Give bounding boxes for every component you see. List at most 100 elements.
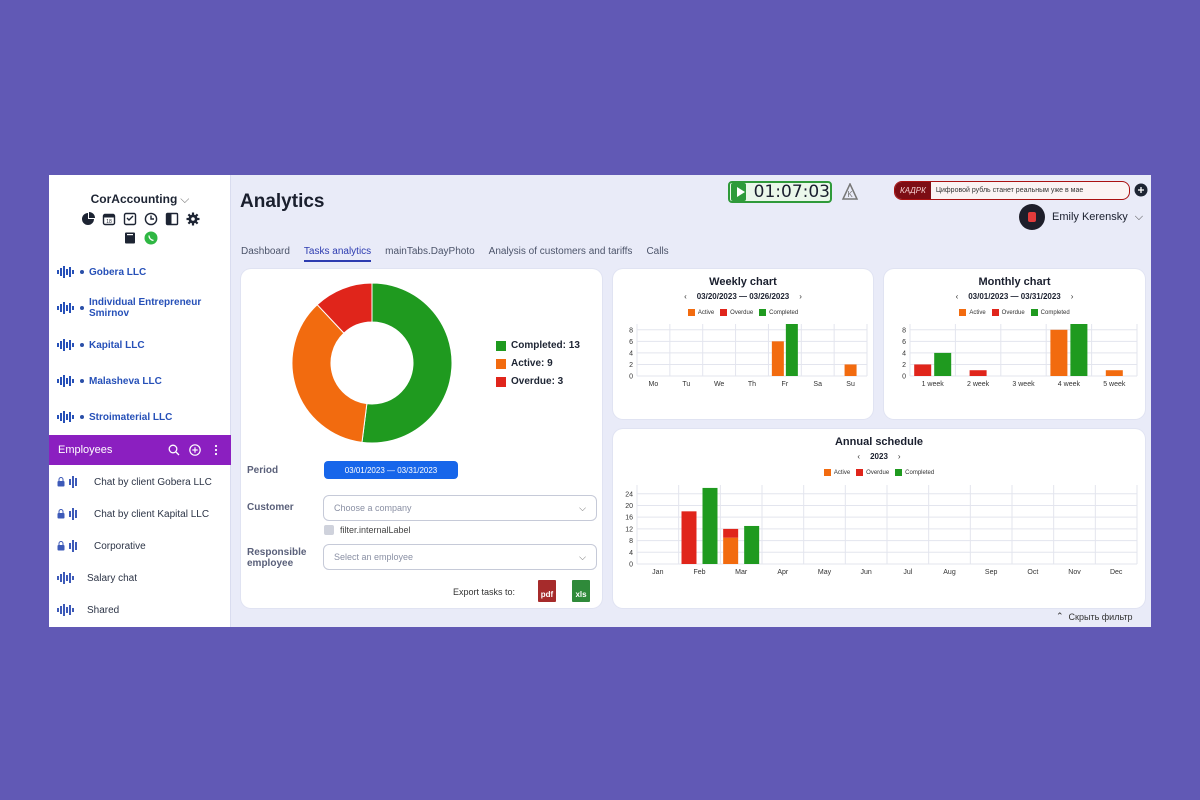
donut-slice-completed — [361, 282, 453, 444]
monthly-chart-title: Monthly chart — [978, 276, 1051, 288]
employees-section-header[interactable]: Employees — [49, 435, 231, 465]
chevron-left-icon[interactable]: ‹ — [684, 292, 687, 301]
clock-icon[interactable] — [144, 212, 158, 226]
y-tick-label: 12 — [625, 526, 633, 533]
chat-name: Corporative — [94, 540, 146, 552]
unread-dot — [80, 415, 84, 419]
client-name: Gobera LLC — [89, 266, 147, 278]
chevron-up-icon: ⌃ — [1056, 611, 1064, 621]
employee-select[interactable]: Select an employee ⌵ — [323, 544, 597, 570]
y-tick-label: 24 — [625, 491, 633, 498]
completed-count: Completed: 13 — [511, 340, 580, 351]
company-switcher[interactable]: CorAccounting ⌵ — [49, 192, 231, 207]
responsible-label: Responsible employee — [247, 547, 306, 569]
add-icon[interactable] — [189, 444, 201, 456]
tab-customers-tariffs[interactable]: Analysis of customers and tariffs — [488, 246, 633, 257]
monthly-range-text: 03/01/2023 — 03/31/2023 — [968, 292, 1061, 301]
y-tick-label: 8 — [629, 538, 633, 545]
legend-completed: Completed — [895, 469, 934, 476]
weekly-chart-panel: Weekly chart ‹ 03/20/2023 — 03/26/2023 › A… — [613, 269, 873, 419]
search-icon[interactable] — [168, 444, 180, 456]
bar-active — [1050, 329, 1068, 376]
legend-completed-label: Completed — [905, 469, 935, 476]
checklist-icon[interactable] — [123, 212, 137, 226]
client-item[interactable]: Stroimaterial LLC — [57, 411, 172, 423]
hide-filter-button[interactable]: ⌃ Скрыть фильтр — [1056, 611, 1133, 622]
y-tick-label: 2 — [902, 362, 906, 369]
chat-item[interactable]: Chat by client Kapital LLC — [57, 508, 209, 520]
chevron-down-icon: ⌵ — [180, 192, 190, 206]
client-item[interactable]: Malasheva LLC — [57, 375, 162, 387]
client-item[interactable]: Kapital LLC — [57, 339, 145, 351]
chevron-left-icon[interactable]: ‹ — [857, 452, 861, 461]
play-icon[interactable] — [731, 183, 746, 201]
y-tick-label: 4 — [629, 550, 633, 557]
page-title: Analytics — [240, 191, 325, 212]
donut-slice-overdue — [316, 282, 373, 334]
weekly-range-text: 03/20/2023 — 03/26/2023 — [696, 292, 790, 301]
chevron-down-icon: ⌵ — [579, 502, 586, 513]
internal-checkbox[interactable]: filter.internalLabel — [324, 525, 411, 535]
k-logo-icon[interactable]: K — [841, 183, 859, 201]
annual-bar-chart: 0 4 8 12 16 20 24 Jan Feb Mar Apr May Jun Jul Aug Sep Oc… — [625, 485, 1138, 576]
chevron-right-icon[interactable]: › — [897, 452, 901, 461]
y-tick-label: 6 — [902, 339, 906, 346]
bar-overdue — [723, 528, 739, 538]
tab-tasks-analytics[interactable]: Tasks analytics — [303, 246, 372, 262]
user-menu[interactable]: Emily Kerensky ⌵ — [1019, 204, 1143, 230]
calendar-icon[interactable]: 18 — [102, 212, 116, 226]
sound-wave-icon — [57, 572, 74, 584]
legend-swatch — [991, 309, 999, 316]
y-tick-label: 20 — [625, 503, 633, 510]
period-picker[interactable]: 03/01/2023 — 03/31/2023 — [324, 461, 458, 479]
chat-item[interactable]: Corporative — [57, 540, 146, 552]
legend-swatch — [496, 358, 506, 369]
x-tick-label: Apr — [777, 569, 789, 576]
export-xls-button[interactable]: xls — [572, 580, 590, 602]
news-ticker[interactable]: КАДРК Цифровой рубль станет реальным уже… — [894, 181, 1130, 200]
whatsapp-icon[interactable] — [144, 231, 158, 245]
book-icon[interactable] — [123, 231, 137, 245]
legend-overdue: Overdue — [856, 469, 889, 476]
bar-completed — [1070, 324, 1088, 376]
chat-name: Salary chat — [87, 572, 138, 584]
chevron-right-icon[interactable]: › — [1070, 292, 1074, 301]
legend-completed-label: Completed — [769, 309, 799, 316]
tab-day-photo[interactable]: mainTabs.DayPhoto — [385, 246, 475, 257]
client-item[interactable]: Individual Entrepreneur Smirnov — [57, 297, 209, 319]
more-vertical-icon[interactable] — [210, 444, 222, 456]
x-tick-label: 4 week — [1058, 381, 1081, 388]
checkbox-box[interactable] — [324, 525, 334, 535]
internal-label: filter.internalLabel — [340, 525, 411, 535]
legend-swatch — [895, 469, 903, 476]
x-tick-label: 1 week — [922, 381, 945, 388]
chevron-down-icon: ⌵ — [1134, 210, 1144, 223]
active-count: Active: 9 — [511, 358, 553, 369]
layout-icon[interactable] — [165, 212, 179, 226]
x-tick-label: Sa — [813, 381, 822, 388]
pie-chart-icon[interactable] — [81, 212, 95, 226]
customer-select[interactable]: Choose a company ⌵ — [323, 495, 597, 521]
employees-label: Employees — [58, 444, 113, 456]
export-pdf-button[interactable]: pdf — [538, 580, 556, 602]
legend-swatch — [959, 309, 967, 316]
client-item[interactable]: Gobera LLC — [57, 266, 146, 278]
legend-completed: Completed: 13 — [496, 340, 580, 351]
chevron-right-icon[interactable]: › — [799, 292, 802, 301]
gear-icon[interactable] — [186, 212, 200, 226]
chat-item[interactable]: Shared — [57, 604, 119, 616]
chat-item[interactable]: Salary chat — [57, 572, 137, 584]
tab-calls[interactable]: Calls — [646, 246, 669, 257]
work-timer[interactable]: 01:07:03 — [728, 181, 832, 203]
tab-dashboard[interactable]: Dashboard — [241, 246, 290, 257]
chevron-left-icon[interactable]: ‹ — [955, 292, 959, 301]
sound-wave-icon — [69, 476, 77, 488]
add-circle-icon[interactable] — [1134, 183, 1148, 197]
x-tick-label: Th — [748, 381, 756, 388]
bar-overdue — [914, 364, 932, 376]
donut-slice-active — [291, 303, 368, 443]
chat-item[interactable]: Chat by client Gobera LLC — [57, 476, 212, 488]
weekly-bar-chart: 0 2 4 6 8 Mo Tu We Th Fr Sa Su — [629, 324, 868, 388]
unread-dot — [80, 343, 84, 347]
legend-swatch — [720, 309, 728, 316]
